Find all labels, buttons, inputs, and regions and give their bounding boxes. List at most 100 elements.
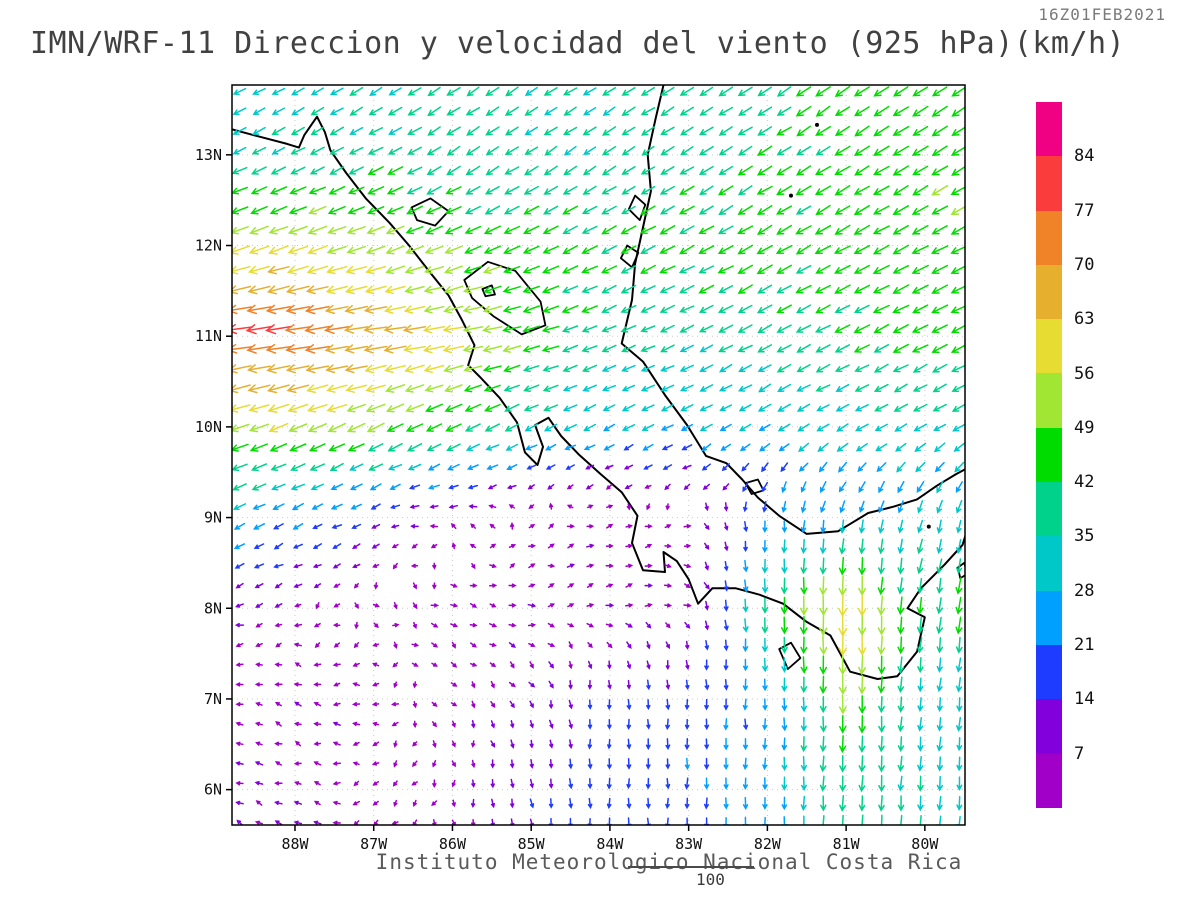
wind-arrow — [626, 660, 632, 670]
wind-arrow — [839, 519, 846, 534]
wind-arrow — [412, 741, 418, 747]
wind-arrow — [780, 596, 788, 615]
wind-arrow — [448, 504, 459, 509]
wind-arrow — [854, 125, 870, 137]
wind-arrow — [665, 777, 671, 790]
wind-arrow — [756, 145, 773, 156]
wind-arrow — [741, 462, 750, 472]
wind-arrow — [723, 639, 729, 652]
wind-arrow — [254, 780, 264, 786]
wind-arrow — [853, 264, 871, 274]
wind-arrow — [529, 661, 534, 669]
wind-arrow — [913, 423, 928, 432]
wind-arrow — [950, 324, 965, 334]
wind-arrow — [528, 583, 536, 588]
wind-arrow — [489, 623, 498, 628]
wind-arrow — [820, 716, 827, 733]
colorbar-segment — [1036, 753, 1062, 808]
wind-arrow — [371, 523, 381, 529]
wind-arrow — [425, 225, 443, 235]
wind-arrow — [543, 87, 558, 96]
wind-arrow — [601, 225, 617, 235]
wind-arrow — [892, 185, 909, 196]
wind-arrow — [485, 126, 500, 136]
wind-arrow — [780, 636, 788, 654]
wind-arrow — [561, 325, 579, 333]
wind-arrow — [684, 738, 690, 751]
wind-arrow — [567, 583, 575, 588]
wind-arrow — [274, 820, 283, 825]
wind-arrow — [800, 676, 808, 694]
wind-arrow — [931, 125, 948, 137]
wind-arrow — [510, 778, 515, 789]
wind-arrow — [659, 205, 675, 215]
wind-arrow — [526, 464, 537, 470]
wind-arrow — [235, 721, 244, 726]
wind-arrow — [581, 345, 598, 353]
wind-arrow — [529, 739, 534, 749]
wind-arrow — [583, 423, 597, 432]
wind-arrow — [389, 504, 401, 510]
wind-arrow — [720, 443, 732, 451]
wind-arrow — [911, 224, 929, 235]
wind-arrow — [621, 205, 636, 215]
wind-arrow — [372, 800, 379, 806]
wind-arrow — [347, 206, 365, 215]
wind-arrow — [372, 721, 380, 727]
wind-arrow — [737, 225, 754, 235]
wind-arrow — [757, 106, 773, 116]
wind-arrow — [796, 403, 811, 412]
wind-arrow — [819, 755, 827, 773]
wind-arrow — [268, 422, 289, 433]
wind-arrow — [293, 642, 302, 647]
colorbar-tick-label: 7 — [1074, 743, 1085, 764]
wind-arrow — [698, 126, 714, 136]
wind-arrow — [854, 384, 870, 392]
wind-arrow — [255, 622, 263, 628]
wind-arrow — [373, 582, 379, 590]
wind-arrow — [252, 503, 266, 510]
wind-arrow — [250, 186, 268, 195]
wind-arrow — [605, 543, 614, 549]
wind-arrow — [467, 484, 479, 490]
wind-arrow — [897, 557, 905, 575]
wind-arrow — [607, 699, 612, 711]
wind-arrow — [253, 543, 265, 549]
wind-arrow — [274, 603, 283, 608]
wind-arrow — [285, 304, 311, 315]
wind-arrow — [582, 185, 597, 195]
colorbar-tick-label: 84 — [1074, 146, 1095, 167]
wind-arrow — [393, 601, 398, 610]
wind-arrow — [485, 444, 500, 451]
wind-arrow — [620, 284, 637, 294]
wind-arrow — [327, 226, 347, 235]
wind-arrow — [819, 538, 827, 555]
wind-arrow — [621, 424, 636, 432]
wind-arrow — [775, 245, 793, 255]
wind-arrow — [331, 524, 343, 529]
wind-arrow — [411, 662, 419, 667]
wind-arrow — [955, 636, 963, 654]
wind-arrow — [815, 125, 831, 136]
wind-arrow — [386, 186, 404, 195]
wind-arrow — [581, 285, 598, 294]
wind-arrow — [911, 324, 929, 334]
wind-arrow — [679, 364, 694, 372]
wind-arrow — [444, 225, 463, 235]
lake-island-outline — [744, 478, 765, 495]
wind-arrow — [286, 265, 309, 275]
wind-arrow — [743, 579, 749, 593]
wind-arrow — [795, 105, 812, 117]
wind-arrow — [718, 146, 733, 156]
wind-arrow — [371, 543, 380, 549]
wind-arrow — [664, 483, 671, 491]
wind-arrow — [581, 205, 598, 215]
wind-arrow — [703, 797, 709, 810]
wind-arrow — [776, 185, 793, 196]
wind-arrow — [293, 721, 302, 727]
wind-arrow — [640, 166, 656, 175]
wind-arrow — [269, 186, 288, 195]
wind-arrow — [248, 404, 270, 413]
wind-arrow — [581, 325, 598, 333]
wind-arrow — [950, 146, 965, 156]
